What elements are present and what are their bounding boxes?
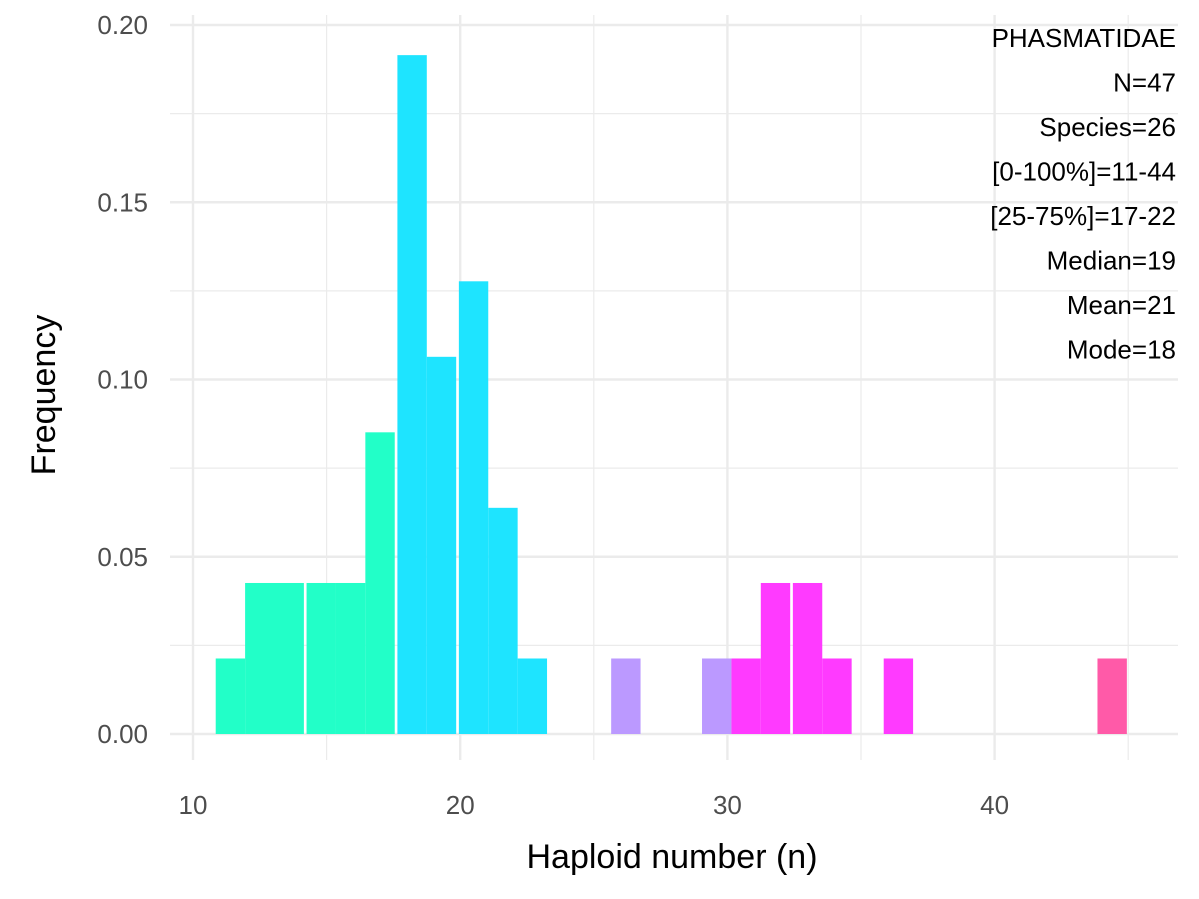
histogram-bar — [488, 507, 518, 734]
x-tick-label: 30 — [713, 790, 742, 820]
annotation-line: Mean=21 — [1067, 290, 1176, 320]
y-tick-label: 0.05 — [97, 542, 148, 572]
annotation-line: Median=19 — [1047, 246, 1176, 276]
x-tick-label: 10 — [179, 790, 208, 820]
y-tick-label: 0.00 — [97, 719, 148, 749]
bars — [215, 55, 1127, 734]
x-tick-label: 20 — [446, 790, 475, 820]
annotation-line: Species=26 — [1039, 112, 1176, 142]
y-tick-label: 0.20 — [97, 10, 148, 40]
histogram-bar — [306, 582, 336, 734]
x-axis-title: Haploid number (n) — [526, 838, 817, 876]
annotation-line: [25-75%]=17-22 — [990, 201, 1176, 231]
histogram-bar — [792, 582, 823, 734]
annotation-line: [0-100%]=11-44 — [992, 157, 1176, 187]
histogram-bar — [397, 55, 427, 734]
y-axis-title: Frequency — [25, 315, 63, 476]
histogram-bar — [517, 658, 548, 734]
summary-annotations: PHASMATIDAE N=47 Species=26 [0-100%]=11-44 [… — [990, 23, 1176, 365]
grid — [170, 15, 1178, 760]
annotation-line: Mode=18 — [1067, 335, 1176, 365]
histogram-bar — [458, 281, 489, 734]
annotation-line: PHASMATIDAE — [992, 23, 1176, 53]
histogram-bar — [335, 582, 366, 734]
histogram-bar — [426, 356, 457, 734]
x-axis-ticks: 10 20 30 40 — [179, 790, 1010, 820]
annotation-line: N=47 — [1113, 68, 1176, 98]
histogram-bar — [822, 658, 852, 734]
y-tick-label: 0.15 — [97, 187, 148, 217]
histogram-bar — [1097, 658, 1127, 734]
histogram-bar — [365, 432, 395, 734]
histogram-bar — [731, 658, 761, 734]
histogram-bar — [760, 582, 791, 734]
histogram-bar — [611, 658, 641, 734]
histogram-bar — [702, 658, 732, 734]
histogram-bar — [245, 582, 275, 734]
y-tick-label: 0.10 — [97, 365, 148, 395]
y-axis-ticks: 0.00 0.05 0.10 0.15 0.20 — [97, 10, 148, 749]
histogram-bar — [274, 582, 304, 734]
histogram-bar — [883, 658, 914, 734]
histogram-bar — [215, 658, 246, 734]
x-tick-label: 40 — [980, 790, 1009, 820]
